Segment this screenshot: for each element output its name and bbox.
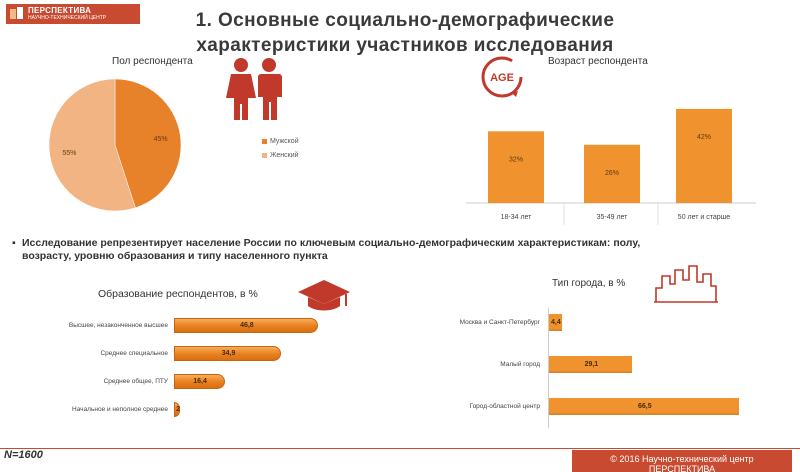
logo-name: ПЕРСПЕКТИВА [28,6,92,15]
bullet-icon: ▪ [12,237,16,249]
education-category-2: Среднее общее, ПТУ [103,378,168,385]
city-bar-label-1: 29,1 [584,361,599,368]
svg-text:AGE: AGE [490,72,514,84]
title-line-1: 1. Основные социально-демографические [195,10,615,31]
summary-bullet: ▪ Исследование репрезентирует население … [12,237,662,263]
people-icon [226,58,282,120]
education-bar-label-2: 16,4 [193,378,207,385]
age-category-0: 18-34 лет [501,214,533,221]
education-chart-title: Образование респондентов, в % [98,288,258,300]
legend-label-female: Женский [270,152,299,159]
legend-item-female: Женский [262,152,299,159]
age-bar-0 [488,131,544,203]
city-bar-1 [549,356,633,373]
education-bar-label-3: 2 [176,406,181,413]
logo-mark-icon [10,7,24,21]
copyright-line-2: ПЕРСПЕКТИВА [648,464,716,472]
city-bar-chart: Москва и Санкт-Петербург 4,4 Малый город 29… [420,308,780,428]
education-category-1: Среднее специальное [100,350,168,357]
legend-label-male: Мужской [270,138,299,145]
pie-slice-male [114,78,182,209]
legend-item-male: Мужской [262,138,299,145]
age-category-2: 50 лет и старше [678,214,731,221]
graduation-cap-icon [298,280,350,311]
city-bar-2 [549,398,739,415]
title-line-2: характеристики участников исследования [196,35,614,56]
education-bar-chart: Высшее, незаконченное высшее 46,8 Среднее … [30,318,330,430]
education-category-0: Высшее, незаконченное высшее [68,322,168,329]
legend-swatch-male [262,139,267,144]
education-bar-label-0: 46,8 [240,322,254,329]
education-bar-0 [174,318,319,333]
age-bar-label-2: 42% [697,134,711,141]
legend-swatch-female [262,153,267,158]
age-bar-1 [584,144,640,203]
city-skyline-icon [654,265,718,303]
age-badge-icon: AGE [481,56,523,98]
city-chart-title: Тип города, в % [552,278,626,289]
city-bar-label-2: 66,5 [638,403,652,410]
copyright-line-1: © 2016 Научно-технический центр [610,454,754,464]
city-bar-label-0: 4,4 [551,319,561,326]
gender-pie-chart: 45% 55% [48,78,182,212]
footer-copyright: © 2016 Научно-технический центр ПЕРСПЕКТ… [572,450,792,472]
summary-text: Исследование репрезентирует население Ро… [22,237,641,262]
city-axis [548,308,549,428]
education-bar-label-1: 34,9 [221,350,236,357]
education-category-3: Начальное и неполное среднее [72,406,168,413]
sample-size: N=1600 [4,449,43,461]
city-category-2: Город-областной центр [469,403,540,410]
city-category-1: Малый город [500,361,540,368]
age-bar-2 [676,108,732,203]
age-column-chart: 32% 18-34 лет 26% 35-49 лет 42% 50 лет и стар… [466,108,756,225]
gender-legend: Мужской Женский [262,138,299,159]
age-category-1: 35-49 лет [597,214,629,221]
logo: ПЕРСПЕКТИВА НАУЧНО-ТЕХНИЧЕСКИЙ ЦЕНТР [6,4,140,24]
age-bar-label-0: 32% [509,156,523,163]
pie-label-female: 55% [62,150,76,157]
city-category-0: Москва и Санкт-Петербург [459,319,540,326]
pie-label-male: 45% [154,136,168,143]
page-title: 1. Основные социально-демографические ха… [150,8,660,58]
education-bar-2 [174,374,225,389]
education-bar-1 [174,346,282,361]
age-chart-title: Возраст респондента [548,56,648,67]
city-bar-0 [549,314,562,331]
footer-divider [0,448,800,449]
age-bar-label-1: 26% [605,170,619,177]
gender-chart-title: Пол респондента [112,56,193,67]
logo-subtitle: НАУЧНО-ТЕХНИЧЕСКИЙ ЦЕНТР [28,15,107,21]
pie-slice-female [48,78,136,212]
